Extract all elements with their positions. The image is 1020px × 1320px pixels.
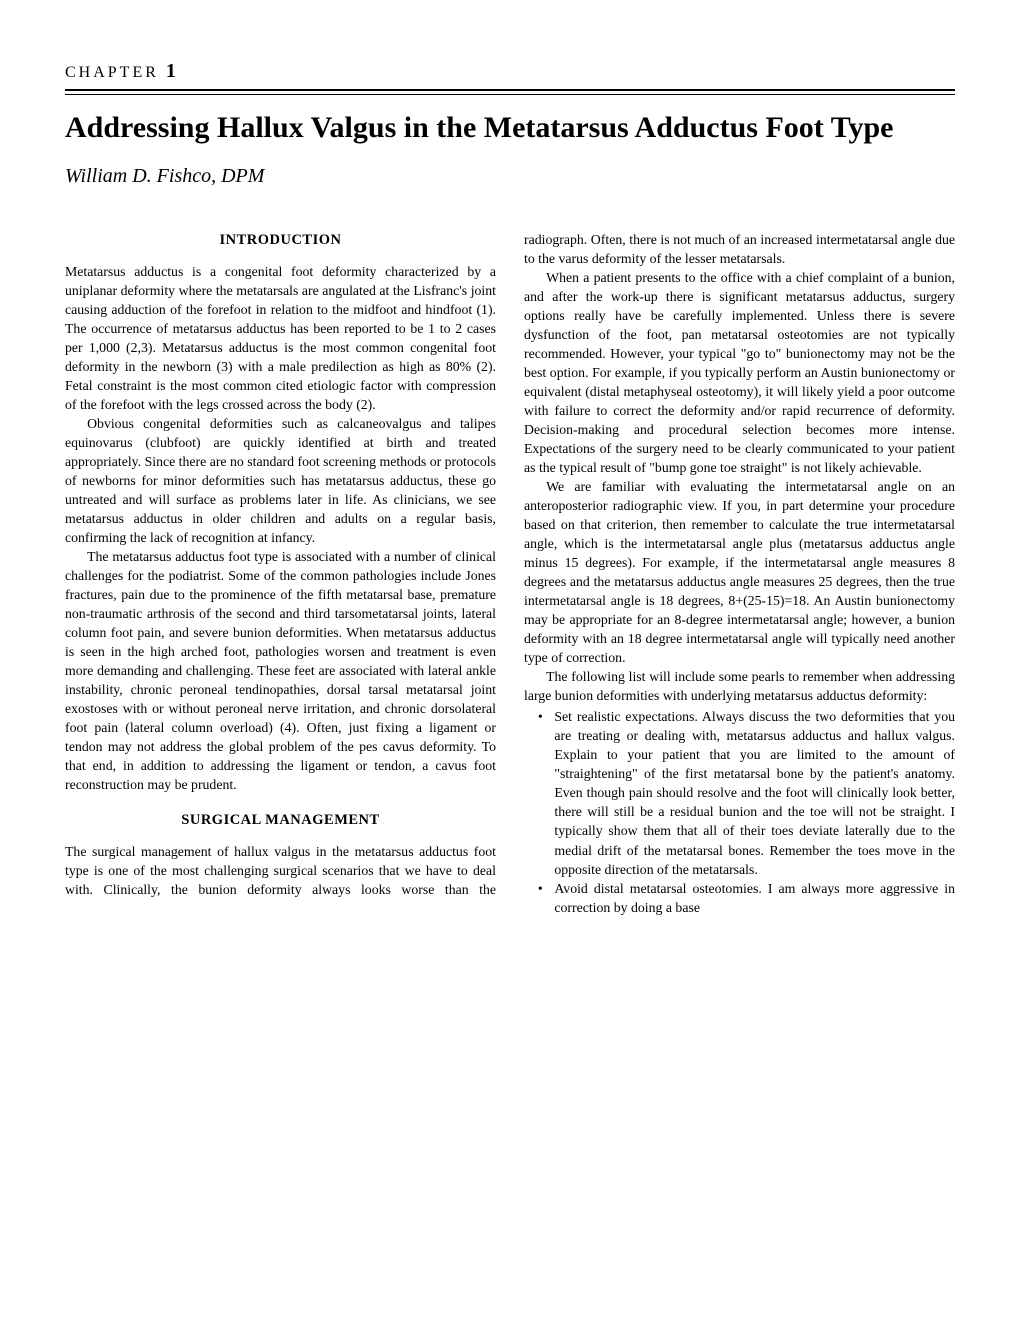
surgical-para-3: We are familiar with evaluating the inte…	[524, 477, 955, 667]
pearls-list: Set realistic expectations. Always discu…	[524, 707, 955, 916]
surgical-para-2: When a patient presents to the office wi…	[524, 268, 955, 477]
body-columns: INTRODUCTION Metatarsus adductus is a co…	[65, 230, 955, 917]
page-title: Addressing Hallux Valgus in the Metatars…	[65, 109, 955, 147]
chapter-label: CHAPTER 1	[65, 60, 955, 83]
chapter-word: CHAPTER	[65, 64, 159, 81]
intro-para-1: Metatarsus adductus is a congenital foot…	[65, 262, 496, 414]
rule-thin	[65, 94, 955, 95]
surgical-para-4: The following list will include some pea…	[524, 667, 955, 705]
rule-thick	[65, 89, 955, 91]
section-head-surgical: SURGICAL MANAGEMENT	[65, 810, 496, 830]
author: William D. Fishco, DPM	[65, 165, 955, 188]
chapter-number: 1	[166, 60, 176, 82]
intro-para-3: The metatarsus adductus foot type is ass…	[65, 547, 496, 794]
list-item: Avoid distal metatarsal osteotomies. I a…	[554, 879, 955, 917]
list-item: Set realistic expectations. Always discu…	[554, 707, 955, 878]
intro-para-2: Obvious congenital deformities such as c…	[65, 414, 496, 547]
section-head-introduction: INTRODUCTION	[65, 230, 496, 250]
